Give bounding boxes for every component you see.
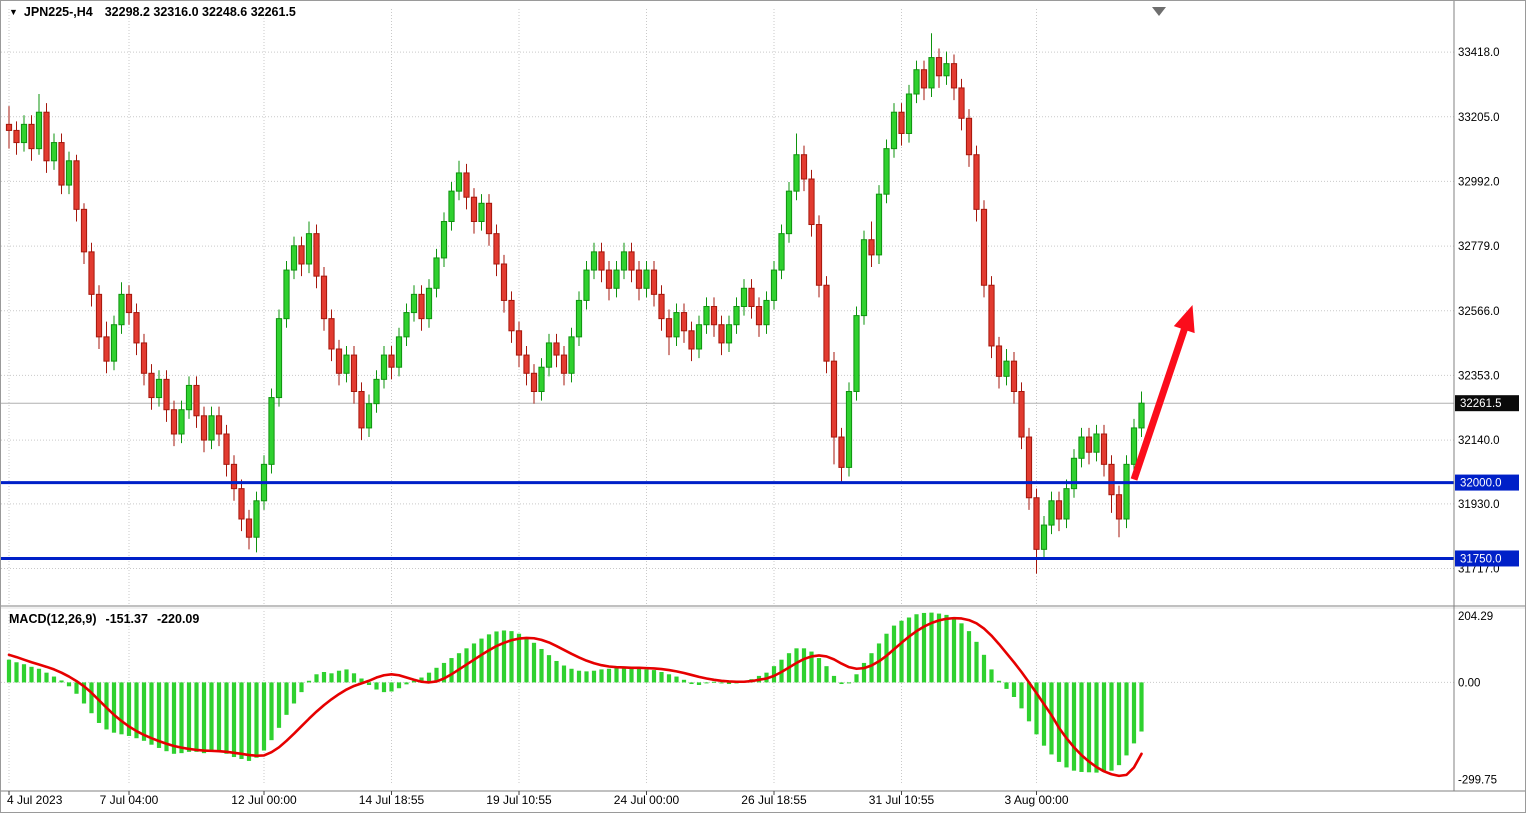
svg-text:31750.0: 31750.0 (1460, 553, 1502, 565)
macd-main-value: -151.37 (105, 612, 148, 626)
svg-text:-299.75: -299.75 (1458, 775, 1497, 787)
svg-text:32353.0: 32353.0 (1458, 370, 1500, 382)
symbol-dropdown-icon[interactable]: ▼ (9, 6, 18, 17)
svg-text:4 Jul 2023: 4 Jul 2023 (7, 793, 63, 807)
grid-layer (1, 9, 1454, 783)
chart-shift-marker-icon[interactable] (1152, 7, 1166, 16)
svg-text:33418.0: 33418.0 (1458, 47, 1500, 59)
price-axis[interactable]: 33418.0 33205.0 32992.0 32779.0 32566.0 32353… (1458, 47, 1500, 787)
svg-text:33205.0: 33205.0 (1458, 112, 1500, 124)
svg-text:204.29: 204.29 (1458, 611, 1493, 623)
svg-text:32140.0: 32140.0 (1458, 435, 1500, 447)
svg-text:32566.0: 32566.0 (1458, 306, 1500, 318)
svg-text:31930.0: 31930.0 (1458, 499, 1500, 511)
svg-text:7 Jul 04:00: 7 Jul 04:00 (100, 793, 159, 807)
ohlc-values: 32298.2 32316.0 32248.6 32261.5 (104, 5, 296, 19)
svg-text:32992.0: 32992.0 (1458, 176, 1500, 188)
current-price-badge: 32261.5 (1455, 395, 1519, 412)
svg-text:12 Jul 00:00: 12 Jul 00:00 (231, 793, 297, 807)
chart-header: ▼ JPN225-,H4 32298.2 32316.0 32248.6 322… (9, 5, 296, 19)
trend-arrow-annotation[interactable] (1130, 304, 1195, 481)
svg-text:24 Jul 00:00: 24 Jul 00:00 (614, 793, 680, 807)
macd-signal-value: -220.09 (156, 612, 200, 626)
svg-text:19 Jul 10:55: 19 Jul 10:55 (486, 793, 552, 807)
svg-text:3 Aug 00:00: 3 Aug 00:00 (1004, 793, 1068, 807)
svg-text:26 Jul 18:55: 26 Jul 18:55 (741, 793, 807, 807)
level-price-badge: 31750.0 (1455, 550, 1519, 567)
time-axis[interactable]: 4 Jul 2023 7 Jul 04:00 12 Jul 00:00 14 Jul … (7, 791, 1069, 807)
macd-indicator-label: MACD(12,26,9) (9, 612, 97, 626)
candles-layer (5, 33, 1145, 574)
symbol-timeframe-label: JPN225-,H4 (23, 5, 93, 19)
svg-text:0.00: 0.00 (1458, 677, 1480, 689)
macd-signal-line (7, 616, 1143, 778)
svg-text:31717.0: 31717.0 (1458, 563, 1500, 575)
svg-text:32779.0: 32779.0 (1458, 241, 1500, 253)
svg-text:32261.5: 32261.5 (1460, 398, 1502, 410)
svg-text:31 Jul 10:55: 31 Jul 10:55 (869, 793, 935, 807)
macd-histogram (6, 612, 1144, 773)
svg-text:32000.0: 32000.0 (1460, 478, 1502, 490)
level-price-badge: 32000.0 (1455, 474, 1519, 491)
svg-text:14 Jul 18:55: 14 Jul 18:55 (359, 793, 425, 807)
macd-header: MACD(12,26,9) -151.37 -220.09 (9, 612, 199, 626)
